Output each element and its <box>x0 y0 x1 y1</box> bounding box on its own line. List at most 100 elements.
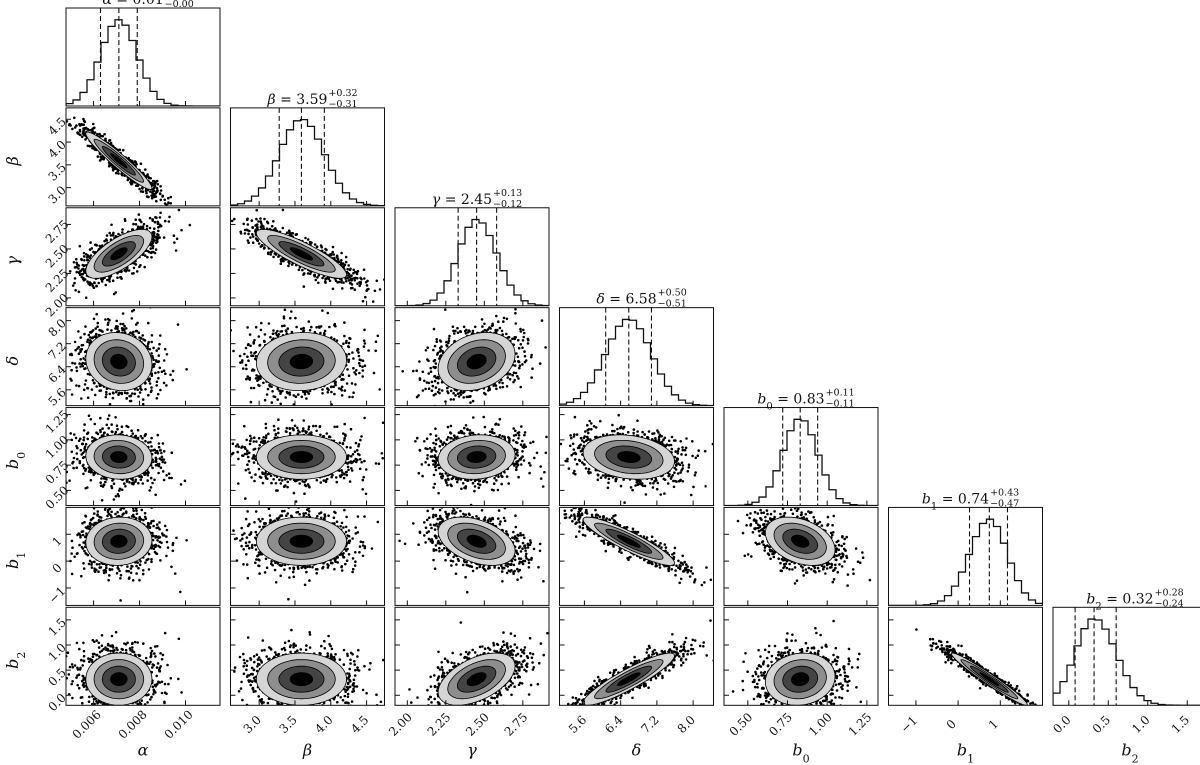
sample-point <box>179 429 182 432</box>
sample-point <box>350 274 353 278</box>
sample-point <box>86 340 89 344</box>
sample-point <box>345 279 348 283</box>
sample-point <box>75 265 78 269</box>
panel-frame <box>230 207 385 307</box>
sample-point <box>36 316 39 319</box>
sample-point <box>158 216 162 219</box>
sample-point <box>169 195 173 199</box>
sample-point <box>261 224 264 228</box>
histogram-1 <box>230 118 385 206</box>
sample-point <box>67 123 71 127</box>
sample-point <box>93 126 96 129</box>
sample-point <box>138 265 141 269</box>
sample-point <box>251 241 255 244</box>
sample-point <box>124 269 128 273</box>
sample-point <box>269 253 273 256</box>
sample-point <box>81 343 85 347</box>
sample-point <box>358 281 361 284</box>
sample-point <box>175 211 178 214</box>
sample-point <box>149 190 152 193</box>
sample-point <box>116 276 119 280</box>
sample-point <box>82 264 86 268</box>
sample-point <box>167 196 170 200</box>
sample-point <box>163 347 167 351</box>
sample-point <box>121 228 124 231</box>
sample-point <box>344 260 348 264</box>
y-tick-label: 2.25 <box>43 266 72 295</box>
sample-point <box>71 127 74 131</box>
sample-point <box>328 253 332 257</box>
sample-point <box>82 123 85 126</box>
sample-point <box>148 348 152 351</box>
panel-title-1: β = 3.59 +0.32−0.31 <box>267 88 358 110</box>
sample-point <box>86 258 90 262</box>
sample-point <box>82 117 85 121</box>
sample-point <box>108 139 111 142</box>
sample-point <box>68 270 72 273</box>
sample-point <box>348 275 351 279</box>
sample-point <box>130 228 134 231</box>
sample-point <box>154 371 157 375</box>
sample-point <box>139 162 143 165</box>
sample-point <box>263 246 266 249</box>
sample-point <box>140 186 144 190</box>
sample-point <box>314 278 318 282</box>
sample-point <box>310 241 313 244</box>
sample-point <box>320 245 324 249</box>
sample-point <box>155 241 158 245</box>
sample-point <box>246 217 249 221</box>
sample-point <box>150 196 154 200</box>
sample-point <box>80 135 84 139</box>
sample-point <box>134 323 138 326</box>
sample-point <box>119 322 122 326</box>
sample-point <box>230 219 234 223</box>
sample-point <box>364 280 368 284</box>
sample-point <box>81 267 85 271</box>
sample-point <box>151 241 155 244</box>
sample-point <box>114 291 118 294</box>
sample-point <box>155 349 158 352</box>
sample-point <box>171 369 175 373</box>
sample-point <box>51 108 54 111</box>
sample-point <box>125 327 128 330</box>
sample-point <box>150 340 153 344</box>
sample-point <box>103 132 106 136</box>
panel-2-2: γ = 2.45 +0.13−0.12 <box>394 188 550 307</box>
sample-point <box>154 248 158 251</box>
sample-point <box>333 256 336 260</box>
sample-point <box>161 194 164 198</box>
y-tick-label: 2.50 <box>43 242 72 271</box>
sample-point <box>86 144 90 148</box>
sample-point <box>281 259 285 263</box>
sample-point <box>98 159 102 162</box>
sample-point <box>143 265 146 269</box>
panel-frame <box>65 7 221 107</box>
sample-point <box>105 239 109 242</box>
sample-point <box>250 219 254 222</box>
sample-point <box>167 220 171 223</box>
sample-point <box>109 141 113 145</box>
sample-point <box>134 218 137 221</box>
sample-point <box>302 285 306 288</box>
sample-point <box>259 217 262 220</box>
panel-title-text-2: γ = 2.45 <box>432 192 492 208</box>
sample-point <box>163 202 167 205</box>
sample-point <box>137 213 141 216</box>
error-plus-2: +0.13 <box>493 188 522 199</box>
sample-point <box>84 138 87 141</box>
sample-point <box>131 392 134 395</box>
sample-point <box>106 328 109 331</box>
sample-point <box>281 226 285 230</box>
sample-point <box>134 223 138 226</box>
sample-point <box>150 194 153 197</box>
sample-point <box>72 261 76 264</box>
sample-point <box>363 277 366 280</box>
sample-point <box>353 288 357 292</box>
sample-point <box>71 284 75 287</box>
sample-point <box>270 224 274 228</box>
sample-point <box>78 244 82 248</box>
sample-point <box>158 342 161 346</box>
panel-title-0: α = 0.01+0.00−0.00 <box>102 0 193 10</box>
sample-point <box>150 255 153 259</box>
